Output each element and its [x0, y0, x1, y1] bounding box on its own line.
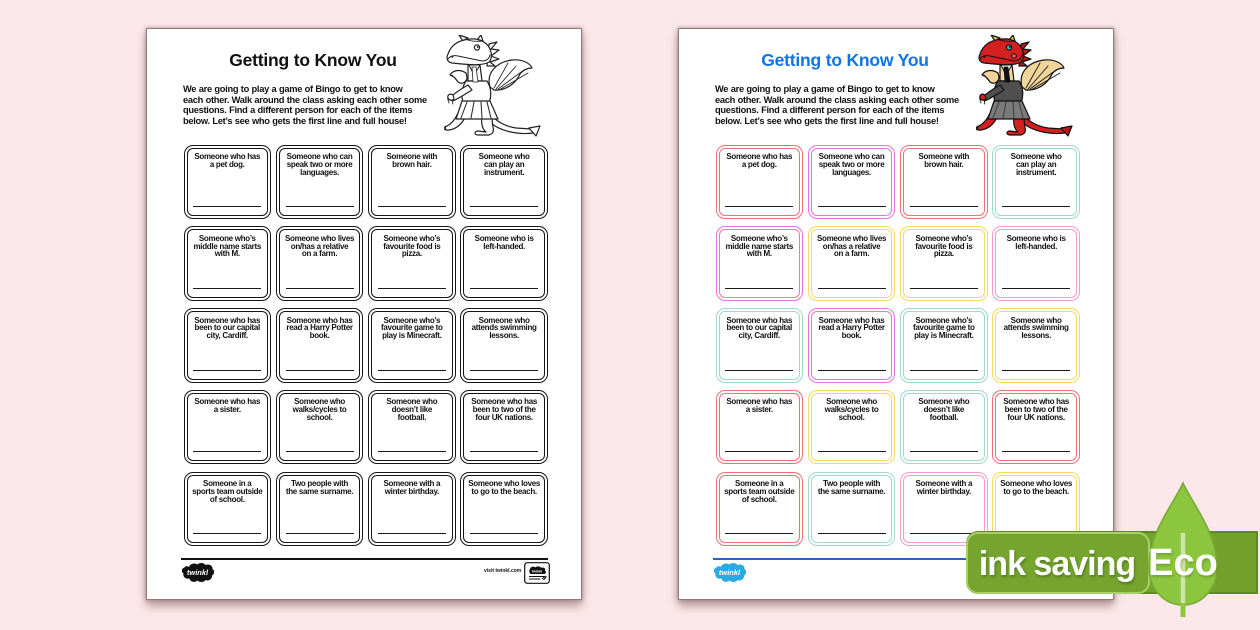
svg-text:twinkl: twinkl	[187, 568, 209, 577]
svg-text:twinkl: twinkl	[532, 570, 542, 574]
svg-text:twinkl: twinkl	[719, 568, 741, 577]
